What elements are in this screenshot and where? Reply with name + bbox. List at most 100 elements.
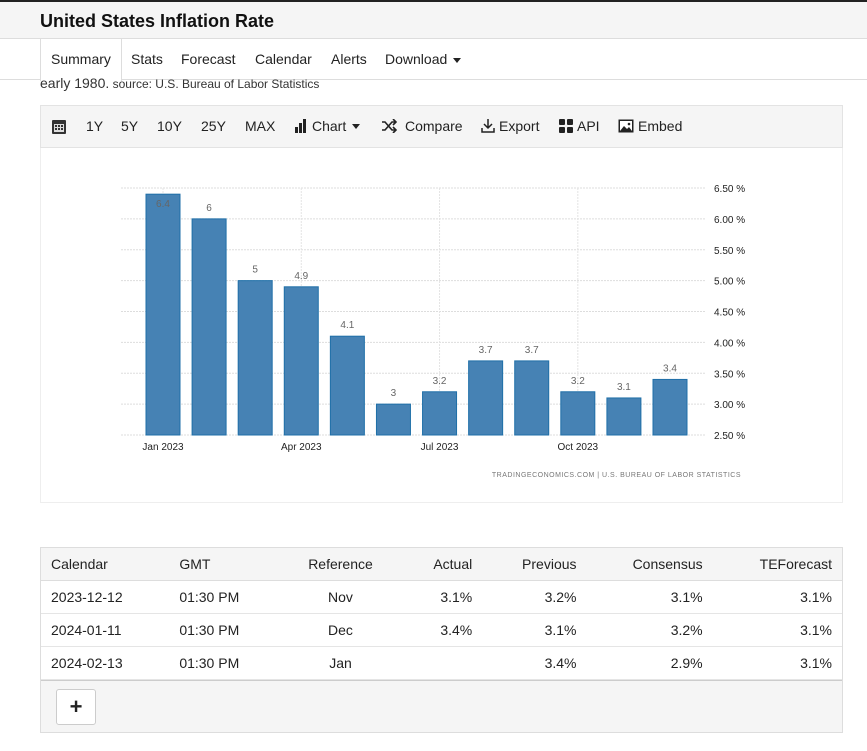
range-25y-button[interactable]: 25Y <box>201 118 226 134</box>
download-label: Download <box>385 51 448 67</box>
y-tick-label: 3.50 % <box>714 369 745 380</box>
col-previous: Previous <box>482 548 587 581</box>
col-calendar: Calendar <box>41 548 170 581</box>
col-consensus: Consensus <box>586 548 713 581</box>
cell-consensus: 2.9% <box>586 646 713 680</box>
image-icon <box>618 119 634 133</box>
bar-nov-2023 <box>606 397 642 436</box>
api-button[interactable]: API <box>559 118 600 134</box>
cell-teforecast: 3.1% <box>712 580 842 614</box>
embed-button[interactable]: Embed <box>618 118 682 134</box>
cell-teforecast: 3.1% <box>712 613 842 647</box>
range-max-button[interactable]: MAX <box>245 118 276 134</box>
chart-label: Chart <box>312 118 347 134</box>
table-row: 2024-02-13 01:30 PM Jan 3.4% 2.9% 3.1% <box>41 646 842 680</box>
table-header-row: Calendar GMT Reference Actual Previous C… <box>41 548 842 581</box>
nav-tabs: Summary Stats Forecast Calendar Alerts D… <box>0 39 867 81</box>
table-row: 2023-12-12 01:30 PM Nov 3.1% 3.2% 3.1% 3.1% <box>41 580 842 614</box>
range-1y-button[interactable]: 1Y <box>86 118 104 134</box>
data-label: 3 <box>391 388 397 399</box>
bar-sep-2023 <box>514 360 550 436</box>
y-tick-label: 4.00 % <box>714 338 745 349</box>
x-tick-label: Jul 2023 <box>421 442 459 453</box>
cell-reference: Dec <box>281 613 400 647</box>
table-footer: + <box>41 679 842 732</box>
page-title: United States Inflation Rate <box>40 11 275 31</box>
y-tick-label: 4.50 % <box>714 308 745 319</box>
cell-date: 2023-12-12 <box>41 580 170 614</box>
cell-reference: Nov <box>281 580 400 614</box>
compare-button[interactable]: Compare <box>381 118 463 134</box>
source-text: source: U.S. Bureau of Labor Statistics <box>112 77 320 91</box>
caret-down-icon <box>352 123 361 129</box>
chart-container: 6.50 % 6.00 % 5.50 % 5.00 % 4.50 % 4.00 % 3.50… <box>40 148 843 503</box>
bar-chart-icon <box>295 119 306 133</box>
x-tick-label: Apr 2023 <box>281 442 322 453</box>
data-label: 3.4 <box>663 363 677 374</box>
shuffle-icon <box>382 119 397 133</box>
y-tick-label: 6.00 % <box>714 215 745 226</box>
chart-type-button[interactable]: Chart <box>294 118 361 134</box>
chart-toolbar: 1Y 5Y 10Y 25Y MAX Chart Compare Export A… <box>40 105 843 148</box>
cell-actual: 3.1% <box>399 580 483 614</box>
bar-mar-2023 <box>237 280 273 436</box>
cell-date: 2024-01-11 <box>41 613 170 647</box>
col-reference: Reference <box>281 548 400 581</box>
tab-summary[interactable]: Summary <box>40 39 122 81</box>
cell-time: 01:30 PM <box>169 580 282 614</box>
add-button[interactable]: + <box>56 688 96 725</box>
cell-actual <box>399 646 483 680</box>
bar-dec-2023 <box>652 378 688 436</box>
caret-down-icon <box>453 57 462 63</box>
description-lead: early 1980. <box>40 75 110 91</box>
range-5y-button[interactable]: 5Y <box>121 118 139 134</box>
cell-actual: 3.4% <box>399 613 483 647</box>
tab-calendar[interactable]: Calendar <box>255 51 312 67</box>
bar-aug-2023 <box>468 360 504 436</box>
export-button[interactable]: Export <box>481 118 539 134</box>
tab-stats[interactable]: Stats <box>131 51 163 67</box>
cell-previous: 3.2% <box>482 580 587 614</box>
data-label: 3.2 <box>571 376 585 387</box>
data-label: 6.4 <box>156 199 170 210</box>
col-actual: Actual <box>399 548 483 581</box>
export-label: Export <box>499 118 540 134</box>
cell-date: 2024-02-13 <box>41 646 170 680</box>
data-label: 4.9 <box>294 271 308 282</box>
x-tick-label: Jan 2023 <box>142 442 184 453</box>
table-row: 2024-01-11 01:30 PM Dec 3.4% 3.1% 3.2% 3.1% <box>41 613 842 647</box>
download-icon <box>481 119 495 133</box>
cell-time: 01:30 PM <box>169 613 282 647</box>
y-tick-label: 3.00 % <box>714 400 745 411</box>
range-10y-button[interactable]: 10Y <box>157 118 182 134</box>
inflation-bar-chart: 6.50 % 6.00 % 5.50 % 5.00 % 4.50 % 4.00 % 3.50… <box>121 184 745 479</box>
bar-jul-2023 <box>422 391 458 436</box>
bar-apr-2023 <box>283 286 319 436</box>
data-label: 5 <box>252 265 258 276</box>
cell-teforecast: 3.1% <box>712 646 842 680</box>
tab-forecast[interactable]: Forecast <box>181 51 236 67</box>
col-gmt: GMT <box>169 548 282 581</box>
cell-time: 01:30 PM <box>169 646 282 680</box>
tab-alerts[interactable]: Alerts <box>331 51 367 67</box>
bar-jun-2023 <box>375 403 411 436</box>
cell-reference: Jan <box>281 646 400 680</box>
bar-feb-2023 <box>191 218 227 436</box>
x-tick-label: Oct 2023 <box>558 442 599 453</box>
calendar-table: Calendar GMT Reference Actual Previous C… <box>40 547 843 733</box>
y-tick-label: 6.50 % <box>714 184 745 195</box>
description: early 1980. source: U.S. Bureau of Labor… <box>40 75 319 91</box>
calendar-icon[interactable] <box>51 119 67 135</box>
y-tick-label: 5.50 % <box>714 246 745 257</box>
col-teforecast: TEForecast <box>712 548 842 581</box>
tab-download[interactable]: Download <box>385 39 462 80</box>
data-label: 3.7 <box>479 345 493 356</box>
data-label: 3.2 <box>433 376 447 387</box>
embed-label: Embed <box>638 118 683 134</box>
top-bar: United States Inflation Rate <box>0 0 867 39</box>
chart-credit: TRADINGECONOMICS.COM | U.S. BUREAU OF LA… <box>492 472 741 479</box>
data-label: 3.1 <box>617 382 631 393</box>
data-label: 6 <box>206 203 212 214</box>
cell-consensus: 3.1% <box>586 580 713 614</box>
cell-consensus: 3.2% <box>586 613 713 647</box>
